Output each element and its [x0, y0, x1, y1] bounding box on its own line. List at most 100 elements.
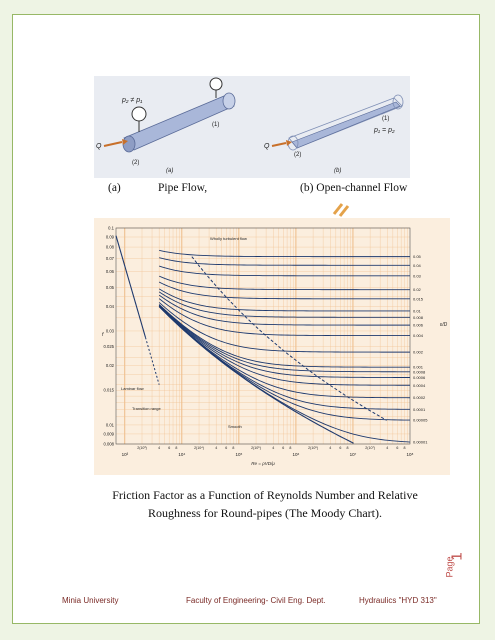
y-tick-label: 0.04 — [106, 304, 115, 309]
channel-q-label: Q — [264, 143, 270, 150]
footer-faculty: Faculty of Engineering- Civil Eng. Dept. — [186, 596, 326, 605]
flow-types-svg: p₂ ≠ p₁ Q (1) (2) (a) Q (1) p₁ = p₂ (2) … — [96, 77, 404, 174]
laminar-extension — [144, 337, 160, 385]
roughness-tick-label: 0.008 — [413, 315, 424, 320]
x-minor-tick-label: 2(10⁵) — [251, 446, 261, 450]
page-label: Page 1 — [445, 548, 469, 588]
roughness-tick-label: 0.04 — [413, 263, 422, 268]
x-minor-tick-label: 6 — [168, 446, 170, 450]
y-tick-label: 0.08 — [106, 245, 115, 250]
roughness-curve — [158, 305, 410, 386]
x-minor-tick-label: 2(10⁴) — [194, 446, 204, 450]
grid-layer — [115, 227, 411, 445]
roughness-curve — [158, 288, 410, 312]
channel-illustration: Q (1) p₁ = p₂ (2) (b) — [264, 94, 404, 174]
x-minor-tick-label: 8 — [232, 446, 234, 450]
flow-types-figure: p₂ ≠ p₁ Q (1) (2) (a) Q (1) p₁ = p₂ (2) … — [94, 76, 410, 178]
annotation-wholly-turbulent: Wholly turbulent flow — [210, 236, 247, 241]
roughness-curve — [158, 294, 410, 326]
roughness-curve — [158, 275, 410, 291]
roughness-tick-label: 0.00001 — [413, 440, 428, 445]
roughness-tick-label: 0.0008 — [413, 369, 426, 374]
channel-sec1-label: (1) — [382, 116, 389, 122]
curve-layer — [115, 235, 411, 444]
channel-sec2-label: (2) — [294, 152, 301, 158]
smooth-pipe-curve — [158, 306, 354, 444]
y-tick-label: 0.03 — [106, 328, 115, 333]
x-tick-label: 10⁶ — [293, 452, 300, 457]
x-tick-label: 10⁷ — [350, 452, 357, 457]
x-minor-tick-label: 8 — [346, 446, 348, 450]
x-tick-label: 10⁸ — [407, 452, 414, 457]
y-tick-label: 0.09 — [106, 235, 115, 240]
roughness-tick-label: 0.002 — [413, 350, 424, 355]
y-tick-label: 0.009 — [104, 431, 115, 436]
roughness-tick-label: 0.05 — [413, 254, 422, 259]
footer-university: Minia University — [62, 596, 119, 605]
x-minor-tick-label: 6 — [396, 446, 398, 450]
y-tick-label: 0.015 — [104, 388, 115, 393]
y-tick-label: 0.07 — [106, 256, 115, 261]
y-tick-label: 0.01 — [106, 422, 115, 427]
roughness-tick-label: 0.004 — [413, 333, 424, 338]
caption-open-channel: (b) Open-channel Flow — [300, 182, 408, 194]
x-tick-label: 10³ — [122, 452, 129, 457]
roughness-tick-label: 0.0001 — [413, 407, 426, 412]
pipe-illustration: p₂ ≠ p₁ Q (1) (2) (a) — [96, 77, 236, 174]
y-axis-label: f — [102, 332, 104, 338]
pipe-sec1-label: (1) — [212, 122, 219, 128]
roughness-curve — [158, 281, 410, 300]
x-minor-tick-label: 2(10³) — [137, 446, 147, 450]
y-tick-label: 0.02 — [106, 363, 115, 368]
roughness-tick-label: 0.00005 — [413, 418, 428, 423]
x-minor-tick-label: 8 — [403, 446, 405, 450]
x-tick-label: 10⁵ — [235, 452, 242, 457]
moody-chart-svg: 0.1 0.09 0.08 0.07 0.06 0.05 0.04 0.03 0.025 0.02… — [102, 226, 448, 467]
x-minor-tick-label: 6 — [225, 446, 227, 450]
x-axis-label: Re = ρVD/μ — [251, 461, 275, 466]
y-tick-label: 0.05 — [106, 285, 115, 290]
roughness-tick-label: 0.01 — [413, 308, 422, 313]
pipe-pressure-label: p₂ ≠ p₁ — [121, 97, 143, 104]
channel-pressure-label: p₁ = p₂ — [373, 127, 395, 134]
roughness-curve — [158, 305, 411, 399]
roughness-curve — [158, 304, 410, 373]
x-minor-tick-label: 6 — [339, 446, 341, 450]
roughness-tick-label: 0.006 — [413, 323, 424, 328]
roughness-tick-label: 0.015 — [413, 296, 424, 301]
x-minor-tick-label: 2(10⁶) — [308, 446, 318, 450]
pipe-sec2-label: (2) — [132, 160, 139, 166]
page-number: 1 — [448, 552, 466, 561]
x-minor-tick-label: 4 — [386, 446, 388, 450]
y-tick-label: 0.1 — [108, 226, 114, 231]
footer-course: Hydraulics "HYD 313" — [359, 596, 437, 605]
caption-pipe-flow: Pipe Flow, — [158, 182, 208, 194]
annotation-transition: Transition range — [132, 406, 162, 411]
annotation-laminar: Laminar flow — [121, 386, 144, 391]
roughness-tick-label: 0.02 — [413, 287, 422, 292]
roughness-curve — [158, 291, 410, 318]
roughness-curve — [159, 249, 410, 258]
roughness-curve — [159, 265, 410, 277]
x-minor-tick-label: 4 — [272, 446, 274, 450]
caption-a: (a) — [108, 182, 121, 194]
y-tick-label: 0.008 — [104, 442, 115, 447]
pipe-panel-label: (a) — [166, 168, 173, 174]
moody-caption: Friction Factor as a Function of Reynold… — [112, 488, 418, 520]
label-layer: 0.1 0.09 0.08 0.07 0.06 0.05 0.04 0.03 0.025 0.02… — [102, 226, 448, 467]
annotation-smooth: Smooth — [228, 424, 242, 429]
laminar-line — [115, 235, 146, 338]
pipe-q-label: Q — [96, 143, 102, 150]
roughness-curve — [158, 304, 410, 368]
x-minor-tick-label: 2(10⁷) — [365, 446, 375, 450]
roughness-curve — [158, 304, 411, 378]
y-tick-label: 0.025 — [104, 344, 115, 349]
wholly-turbulent-boundary — [191, 256, 387, 421]
x-minor-tick-label: 8 — [175, 446, 177, 450]
y-tick-label: 0.06 — [106, 269, 115, 274]
right-axis-label: ε/D — [440, 322, 448, 328]
roughness-tick-label: 0.001 — [413, 365, 424, 370]
roughness-tick-label: 0.03 — [413, 273, 422, 278]
x-minor-tick-label: 8 — [289, 446, 291, 450]
channel-panel-label: (b) — [334, 168, 341, 174]
